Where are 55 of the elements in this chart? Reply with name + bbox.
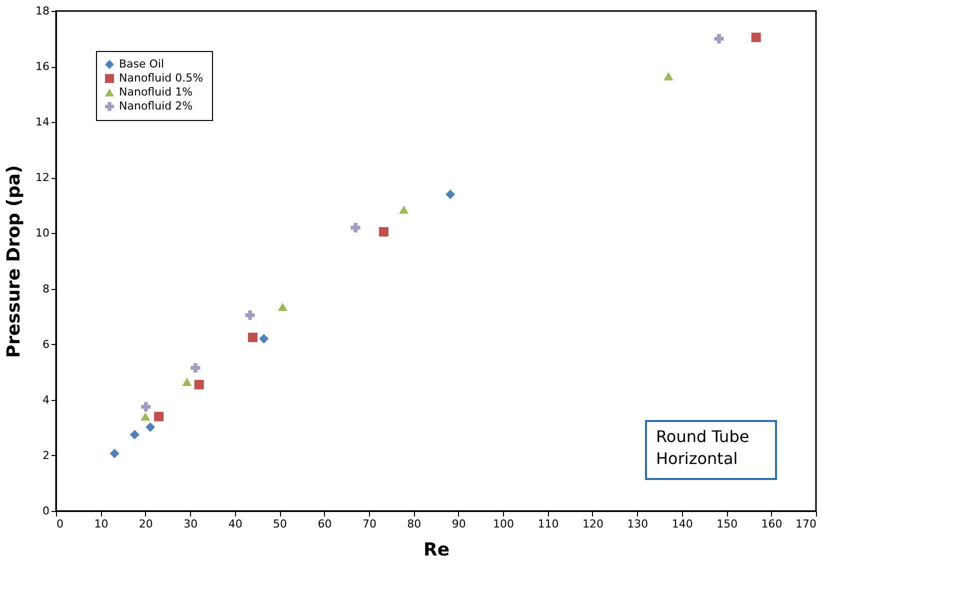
- legend-label: Nanofluid 1%: [119, 86, 193, 98]
- x-tick-label: 100: [493, 518, 514, 530]
- x-tick-label: 170: [796, 518, 816, 530]
- y-axis-title: Pressure Drop (pa): [4, 165, 25, 358]
- y-tick-label: 8: [42, 282, 50, 296]
- x-tick-label: 90: [452, 518, 466, 530]
- legend-label: Base Oil: [119, 58, 164, 70]
- x-tick-label: 50: [273, 518, 288, 530]
- y-tick-label: 6: [42, 338, 50, 351]
- y-tick-label: 10: [36, 226, 50, 240]
- x-tick-label: 80: [407, 518, 422, 530]
- point: [140, 412, 150, 421]
- x-tick-label: 0: [56, 518, 64, 530]
- x-tick-label: 140: [672, 518, 693, 530]
- point: [259, 334, 269, 344]
- point: [399, 206, 409, 214]
- point: [714, 34, 724, 44]
- y-tick-label: 18: [36, 4, 50, 18]
- y-tick-label: 0: [42, 504, 50, 518]
- point: [751, 32, 761, 42]
- point: [182, 378, 192, 386]
- point: [350, 222, 360, 232]
- point: [248, 332, 258, 342]
- legend-label: Nanofluid 2%: [119, 100, 193, 112]
- point: [190, 363, 200, 373]
- point: [130, 430, 140, 440]
- point: [110, 448, 120, 458]
- y-tick-label: 16: [36, 60, 50, 74]
- x-tick-label: 110: [538, 518, 559, 530]
- point: [245, 310, 255, 320]
- x-axis-title: Re: [423, 540, 450, 560]
- x-tick-label: 30: [184, 518, 198, 530]
- x-tick-label: 120: [582, 518, 604, 530]
- point: [146, 422, 156, 432]
- x-tick-label: 40: [228, 518, 242, 530]
- x-tick-label: 60: [318, 518, 332, 530]
- y-tick-label: 2: [42, 448, 50, 462]
- point: [664, 72, 674, 80]
- x-tick-label: 20: [138, 518, 153, 530]
- y-tick-label: 14: [36, 116, 50, 129]
- x-tick-label: 70: [362, 518, 376, 530]
- point: [141, 402, 151, 412]
- annotation: Round Tube Horizontal: [656, 427, 750, 468]
- y-tick-label: 4: [42, 393, 50, 406]
- point: [446, 190, 456, 200]
- point: [278, 302, 288, 311]
- point: [378, 227, 388, 237]
- x-tick-label: 150: [716, 518, 738, 530]
- x-tick-label: 10: [94, 518, 108, 530]
- x-tick-label: 160: [761, 518, 782, 530]
- legend-label: Nanofluid 0.5%: [119, 72, 204, 84]
- point: [194, 380, 204, 390]
- x-tick-label: 130: [627, 518, 648, 530]
- point: [154, 412, 164, 422]
- y-tick-label: 12: [36, 171, 50, 184]
